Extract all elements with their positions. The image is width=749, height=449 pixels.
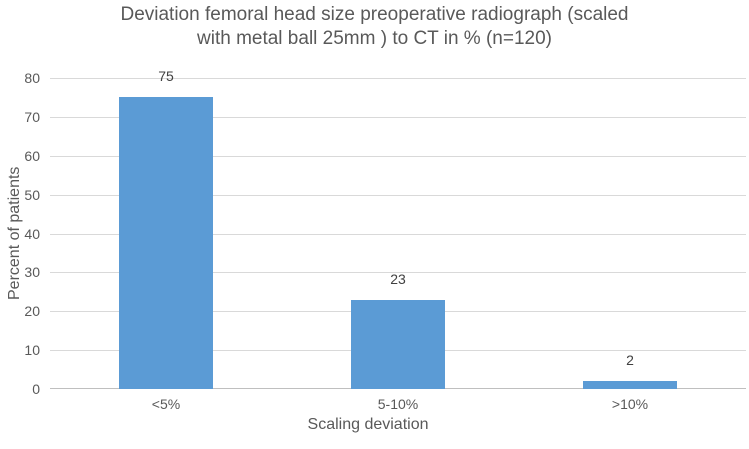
- x-tick-label-0: <5%: [151, 396, 181, 412]
- y-tick-label-80: 80: [24, 70, 40, 86]
- y-tick-label-30: 30: [24, 264, 40, 280]
- y-tick-label-50: 50: [24, 187, 40, 203]
- gridline-40: [50, 234, 746, 235]
- bar-0: [119, 97, 213, 389]
- y-tick-label-70: 70: [24, 109, 40, 125]
- bar-data-label-1: 23: [390, 270, 406, 287]
- x-axis-title: Scaling deviation: [307, 416, 429, 433]
- x-tick-label-1: 5-10%: [377, 396, 419, 412]
- bar-data-label-0: 75: [158, 68, 174, 85]
- gridline-70: [50, 117, 746, 118]
- bar-2: [583, 381, 677, 389]
- gridline-60: [50, 156, 746, 157]
- bar-1: [351, 299, 445, 389]
- y-tick-label-40: 40: [24, 226, 40, 242]
- gridline-30: [50, 272, 746, 273]
- x-tick-label-2: >10%: [611, 396, 649, 412]
- chart-title-line-2: with metal ball 25mm ) to CT in % (n=120…: [197, 28, 552, 49]
- x-axis-tick-labels: <5% 5-10% >10%: [50, 396, 746, 413]
- bar-data-label-2: 2: [626, 352, 634, 369]
- y-tick-label-60: 60: [24, 148, 40, 164]
- y-tick-label-0: 0: [32, 381, 40, 397]
- y-tick-label-20: 20: [24, 303, 40, 319]
- y-tick-label-10: 10: [24, 342, 40, 358]
- plot-area: 75 23 2: [50, 68, 746, 389]
- chart-title: Deviation femoral head size preoperative…: [0, 3, 749, 51]
- gridline-50: [50, 195, 746, 196]
- y-axis-tick-labels: 0 10 20 30 40 50 60 70 80: [0, 70, 40, 397]
- gridline-80: [50, 78, 746, 79]
- chart-title-line-1: Deviation femoral head size preoperative…: [120, 4, 629, 25]
